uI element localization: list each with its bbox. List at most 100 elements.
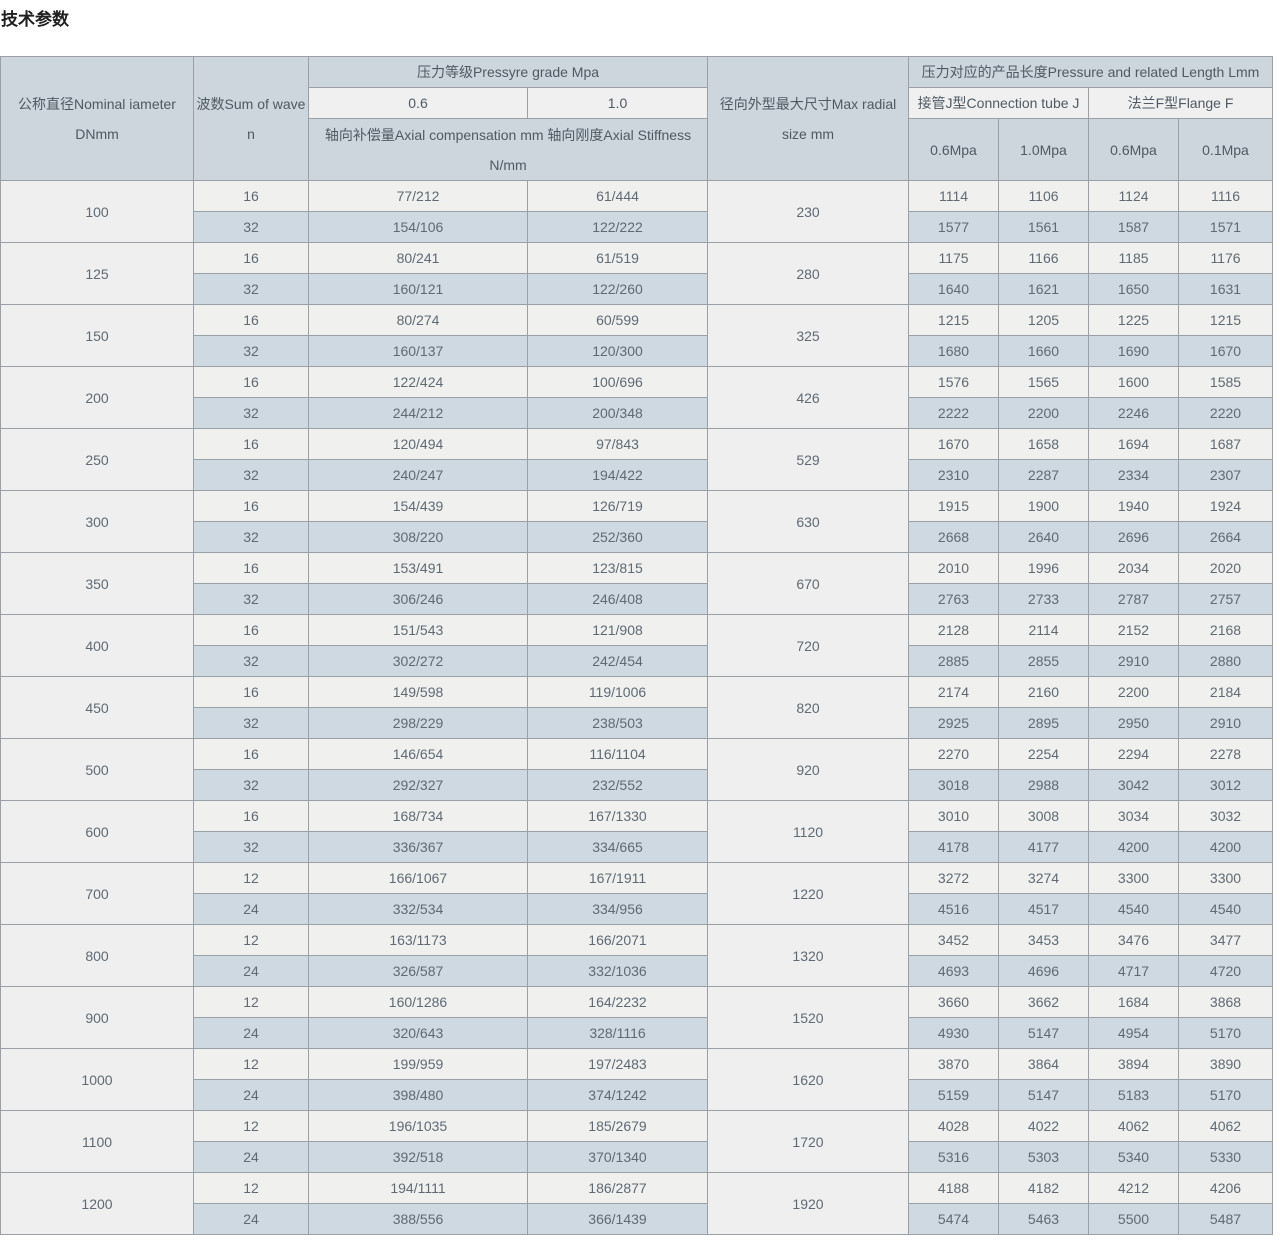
- len-j06-cell: 5159: [908, 1079, 999, 1111]
- radial-cell: 230: [707, 180, 909, 243]
- len-f01-cell: 1116: [1178, 180, 1273, 212]
- len-f01-cell: 1670: [1178, 335, 1273, 367]
- table-row: 700 12 166/1067 167/1911 1220 3272 3274 3300 330…: [0, 862, 1273, 925]
- axial-10-cell: 252/360: [527, 521, 708, 553]
- len-j10-cell: 3453: [998, 924, 1089, 956]
- len-f01-cell: 1924: [1178, 490, 1273, 522]
- dn-cell: 200: [0, 366, 194, 429]
- wave-cell: 32: [193, 273, 309, 305]
- len-f06-cell: 3034: [1088, 800, 1179, 832]
- len-j06-cell: 4028: [908, 1110, 999, 1142]
- axial-10-cell: 185/2679: [527, 1110, 708, 1142]
- table-row: 24 388/556 366/1439 5474 5463 5500 5487: [1, 1203, 1273, 1235]
- dn-cell: 100: [0, 180, 194, 243]
- axial-06-cell: 392/518: [308, 1141, 528, 1173]
- radial-cell: 280: [707, 242, 909, 305]
- wave-cell: 16: [193, 614, 309, 646]
- len-j06-cell: 3452: [908, 924, 999, 956]
- wave-cell: 12: [193, 1172, 309, 1204]
- len-f06-cell: 5500: [1088, 1203, 1179, 1235]
- len-j06-cell: 2885: [908, 645, 999, 677]
- len-f01-cell: 4062: [1178, 1110, 1273, 1142]
- table-row: 250 16 120/494 97/843 529 1670 1658 1694 1687: [0, 428, 1273, 491]
- len-j10-cell: 1621: [998, 273, 1089, 305]
- len-j06-cell: 2174: [908, 676, 999, 708]
- len-j10-cell: 2160: [998, 676, 1089, 708]
- len-j06-cell: 1670: [908, 428, 999, 460]
- len-j06-cell: 4930: [908, 1017, 999, 1049]
- len-f06-cell: 1940: [1088, 490, 1179, 522]
- len-j06-cell: 3010: [908, 800, 999, 832]
- len-f06-cell: 2910: [1088, 645, 1179, 677]
- dn-cell: 800: [0, 924, 194, 987]
- len-f06-cell: 1684: [1088, 986, 1179, 1018]
- len-f01-cell: 2757: [1178, 583, 1273, 615]
- len-j06-cell: 5316: [908, 1141, 999, 1173]
- wave-cell: 12: [193, 1048, 309, 1080]
- wave-cell: 24: [193, 955, 309, 987]
- len-f01-cell: 5487: [1178, 1203, 1273, 1235]
- axial-06-cell: 166/1067: [308, 862, 528, 894]
- axial-10-cell: 120/300: [527, 335, 708, 367]
- axial-06-cell: 160/137: [308, 335, 528, 367]
- len-j06-cell: 1215: [908, 304, 999, 336]
- len-j06-cell: 3660: [908, 986, 999, 1018]
- len-f06-cell: 2294: [1088, 738, 1179, 770]
- table-row: 1000 12 199/959 197/2483 1620 3870 3864 3894 389…: [0, 1048, 1273, 1111]
- len-f06-cell: 4717: [1088, 955, 1179, 987]
- table-row: 24 326/587 332/1036 4693 4696 4717 4720: [1, 955, 1273, 987]
- wave-cell: 24: [193, 893, 309, 925]
- len-j10-cell: 5303: [998, 1141, 1089, 1173]
- radial-cell: 1120: [707, 800, 909, 863]
- radial-cell: 1720: [707, 1110, 909, 1173]
- axial-10-cell: 197/2483: [527, 1048, 708, 1080]
- table-row: 300 16 154/439 126/719 630 1915 1900 1940 1924: [0, 490, 1273, 553]
- len-j10-cell: 5147: [998, 1017, 1089, 1049]
- len-j10-cell: 4696: [998, 955, 1089, 987]
- axial-06-cell: 240/247: [308, 459, 528, 491]
- table-row: 32 308/220 252/360 2668 2640 2696 2664: [1, 521, 1273, 553]
- len-f06-cell: 2034: [1088, 552, 1179, 584]
- table-row: 1200 12 194/1111 186/2877 1920 4188 4182 4212 42…: [0, 1172, 1273, 1235]
- axial-10-cell: 164/2232: [527, 986, 708, 1018]
- table-row: 1100 12 196/1035 185/2679 1720 4028 4022 4062 40…: [0, 1110, 1273, 1173]
- len-j10-cell: 1205: [998, 304, 1089, 336]
- table-row: 32 336/367 334/665 4178 4177 4200 4200: [1, 831, 1273, 863]
- len-j10-cell: 3274: [998, 862, 1089, 894]
- axial-06-cell: 160/121: [308, 273, 528, 305]
- len-f01-cell: 2220: [1178, 397, 1273, 429]
- len-j06-cell: 2270: [908, 738, 999, 770]
- axial-10-cell: 61/444: [527, 180, 708, 212]
- radial-cell: 1620: [707, 1048, 909, 1111]
- table-row: 24 320/643 328/1116 4930 5147 4954 5170: [1, 1017, 1273, 1049]
- dn-cell: 150: [0, 304, 194, 367]
- axial-10-cell: 242/454: [527, 645, 708, 677]
- len-f01-cell: 1687: [1178, 428, 1273, 460]
- dn-cell: 1200: [0, 1172, 194, 1235]
- col-header-j-10mpa: 1.0Mpa: [998, 118, 1089, 181]
- len-f01-cell: 2168: [1178, 614, 1273, 646]
- len-f01-cell: 3032: [1178, 800, 1273, 832]
- wave-cell: 32: [193, 211, 309, 243]
- wave-cell: 16: [193, 242, 309, 274]
- len-f06-cell: 3042: [1088, 769, 1179, 801]
- table-row: 32 154/106 122/222 1577 1561 1587 1571: [1, 211, 1273, 243]
- axial-06-cell: 163/1173: [308, 924, 528, 956]
- len-j06-cell: 2222: [908, 397, 999, 429]
- col-header-axial-compensation: 轴向补偿量Axial compensation mm 轴向刚度Axial Sti…: [308, 118, 708, 181]
- wave-cell: 16: [193, 428, 309, 460]
- radial-cell: 670: [707, 552, 909, 615]
- len-f06-cell: 5340: [1088, 1141, 1179, 1173]
- len-j06-cell: 1680: [908, 335, 999, 367]
- wave-cell: 16: [193, 304, 309, 336]
- col-header-connection-tube-j: 接管J型Connection tube J: [908, 87, 1089, 119]
- len-j10-cell: 2640: [998, 521, 1089, 553]
- len-j06-cell: 2128: [908, 614, 999, 646]
- len-j10-cell: 1106: [998, 180, 1089, 212]
- table-row: 24 398/480 374/1242 5159 5147 5183 5170: [1, 1079, 1273, 1111]
- wave-cell: 32: [193, 769, 309, 801]
- len-j06-cell: 2310: [908, 459, 999, 491]
- wave-cell: 32: [193, 459, 309, 491]
- col-header-grade-06: 0.6: [308, 87, 528, 119]
- col-header-max-radial-size: 径向外型最大尺寸Max radial size mm: [707, 56, 909, 181]
